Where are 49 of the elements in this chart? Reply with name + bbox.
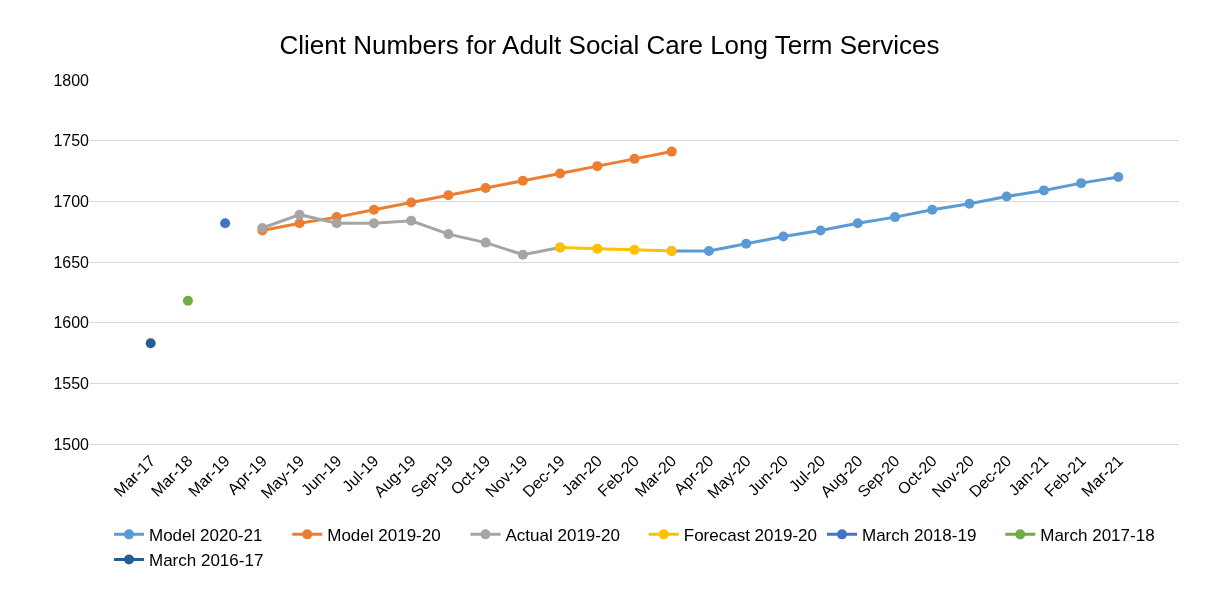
point — [406, 197, 417, 208]
point — [331, 218, 342, 229]
point — [815, 225, 826, 236]
point — [666, 146, 677, 157]
point — [443, 229, 454, 240]
point — [1113, 172, 1124, 183]
point — [592, 161, 603, 172]
point — [1001, 191, 1012, 202]
point — [406, 215, 417, 226]
point — [964, 198, 975, 209]
point — [1076, 178, 1087, 189]
point — [368, 204, 379, 215]
y-tick-label: 1650 — [53, 253, 90, 271]
point — [592, 243, 603, 254]
point — [182, 295, 193, 306]
legend-label: Actual 2019-20 — [505, 525, 620, 545]
y-tick-label: 1800 — [53, 71, 90, 89]
y-tick-label: 1500 — [53, 435, 90, 453]
y-tick-label: 1700 — [53, 192, 90, 210]
legend-label: March 2016-17 — [149, 551, 264, 571]
point — [480, 237, 491, 248]
legend-label: Model 2020-21 — [149, 525, 263, 545]
chart-title: Client Numbers for Adult Social Care Long Term Services — [279, 29, 940, 60]
point — [220, 218, 231, 229]
point — [294, 218, 305, 229]
legend-label: March 2018-19 — [862, 525, 977, 545]
point — [480, 182, 491, 193]
y-tick-label: 1600 — [53, 314, 90, 332]
point — [443, 190, 454, 201]
point — [517, 249, 528, 260]
legend-label: Forecast 2019-20 — [683, 525, 817, 545]
point — [517, 175, 528, 186]
point — [629, 153, 640, 164]
point — [145, 338, 156, 349]
legend-label: March 2017-18 — [1040, 525, 1155, 545]
point — [368, 218, 379, 229]
y-tick-label: 1750 — [53, 132, 90, 150]
point — [741, 238, 752, 249]
point — [852, 218, 863, 229]
point — [778, 231, 789, 242]
point — [555, 168, 566, 179]
legend-label: Model 2019-20 — [327, 525, 441, 545]
point — [629, 244, 640, 255]
point — [890, 212, 901, 223]
point — [927, 204, 938, 215]
y-tick-label: 1550 — [53, 374, 90, 392]
point — [294, 209, 305, 220]
point — [1038, 185, 1049, 196]
point — [703, 246, 714, 257]
